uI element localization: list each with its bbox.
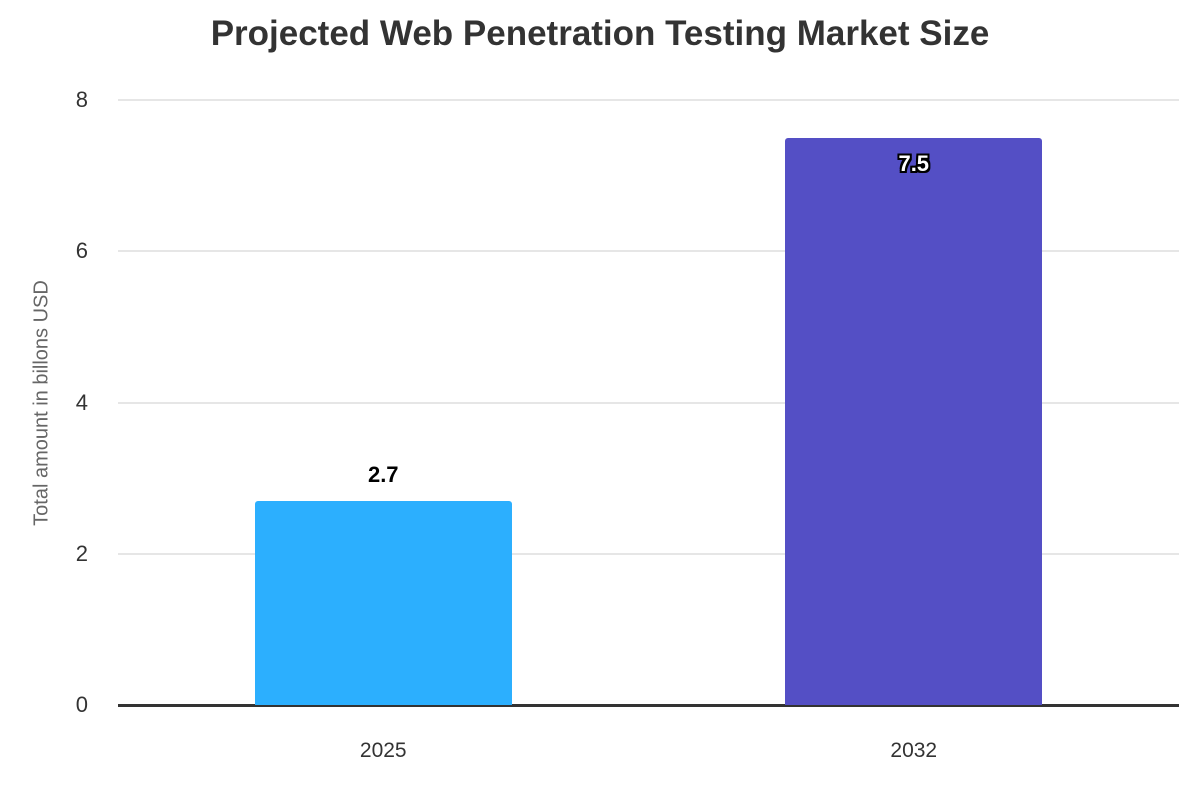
gridline xyxy=(118,552,1179,555)
data-label-2032: 7.5 xyxy=(898,150,930,176)
chart-title: Projected Web Penetration Testing Market… xyxy=(210,14,990,53)
bar-2032[interactable] xyxy=(785,137,1043,705)
gridline xyxy=(118,99,1179,101)
x-tick-label-2025: 2025 xyxy=(359,739,407,762)
y-tick-label: 2 xyxy=(75,540,88,566)
data-label-2025: 2.7 xyxy=(367,461,399,487)
y-tick-label: 8 xyxy=(75,87,88,112)
y-tick-label: 0 xyxy=(75,692,88,717)
gridline xyxy=(118,401,1179,404)
bar-2025[interactable] xyxy=(254,500,512,705)
y-tick-label: 6 xyxy=(75,238,88,264)
x-tick-label-2032: 2032 xyxy=(890,739,938,762)
gridline xyxy=(118,250,1179,253)
x-axis-line xyxy=(118,703,1179,707)
y-tick-label: 4 xyxy=(75,389,88,415)
